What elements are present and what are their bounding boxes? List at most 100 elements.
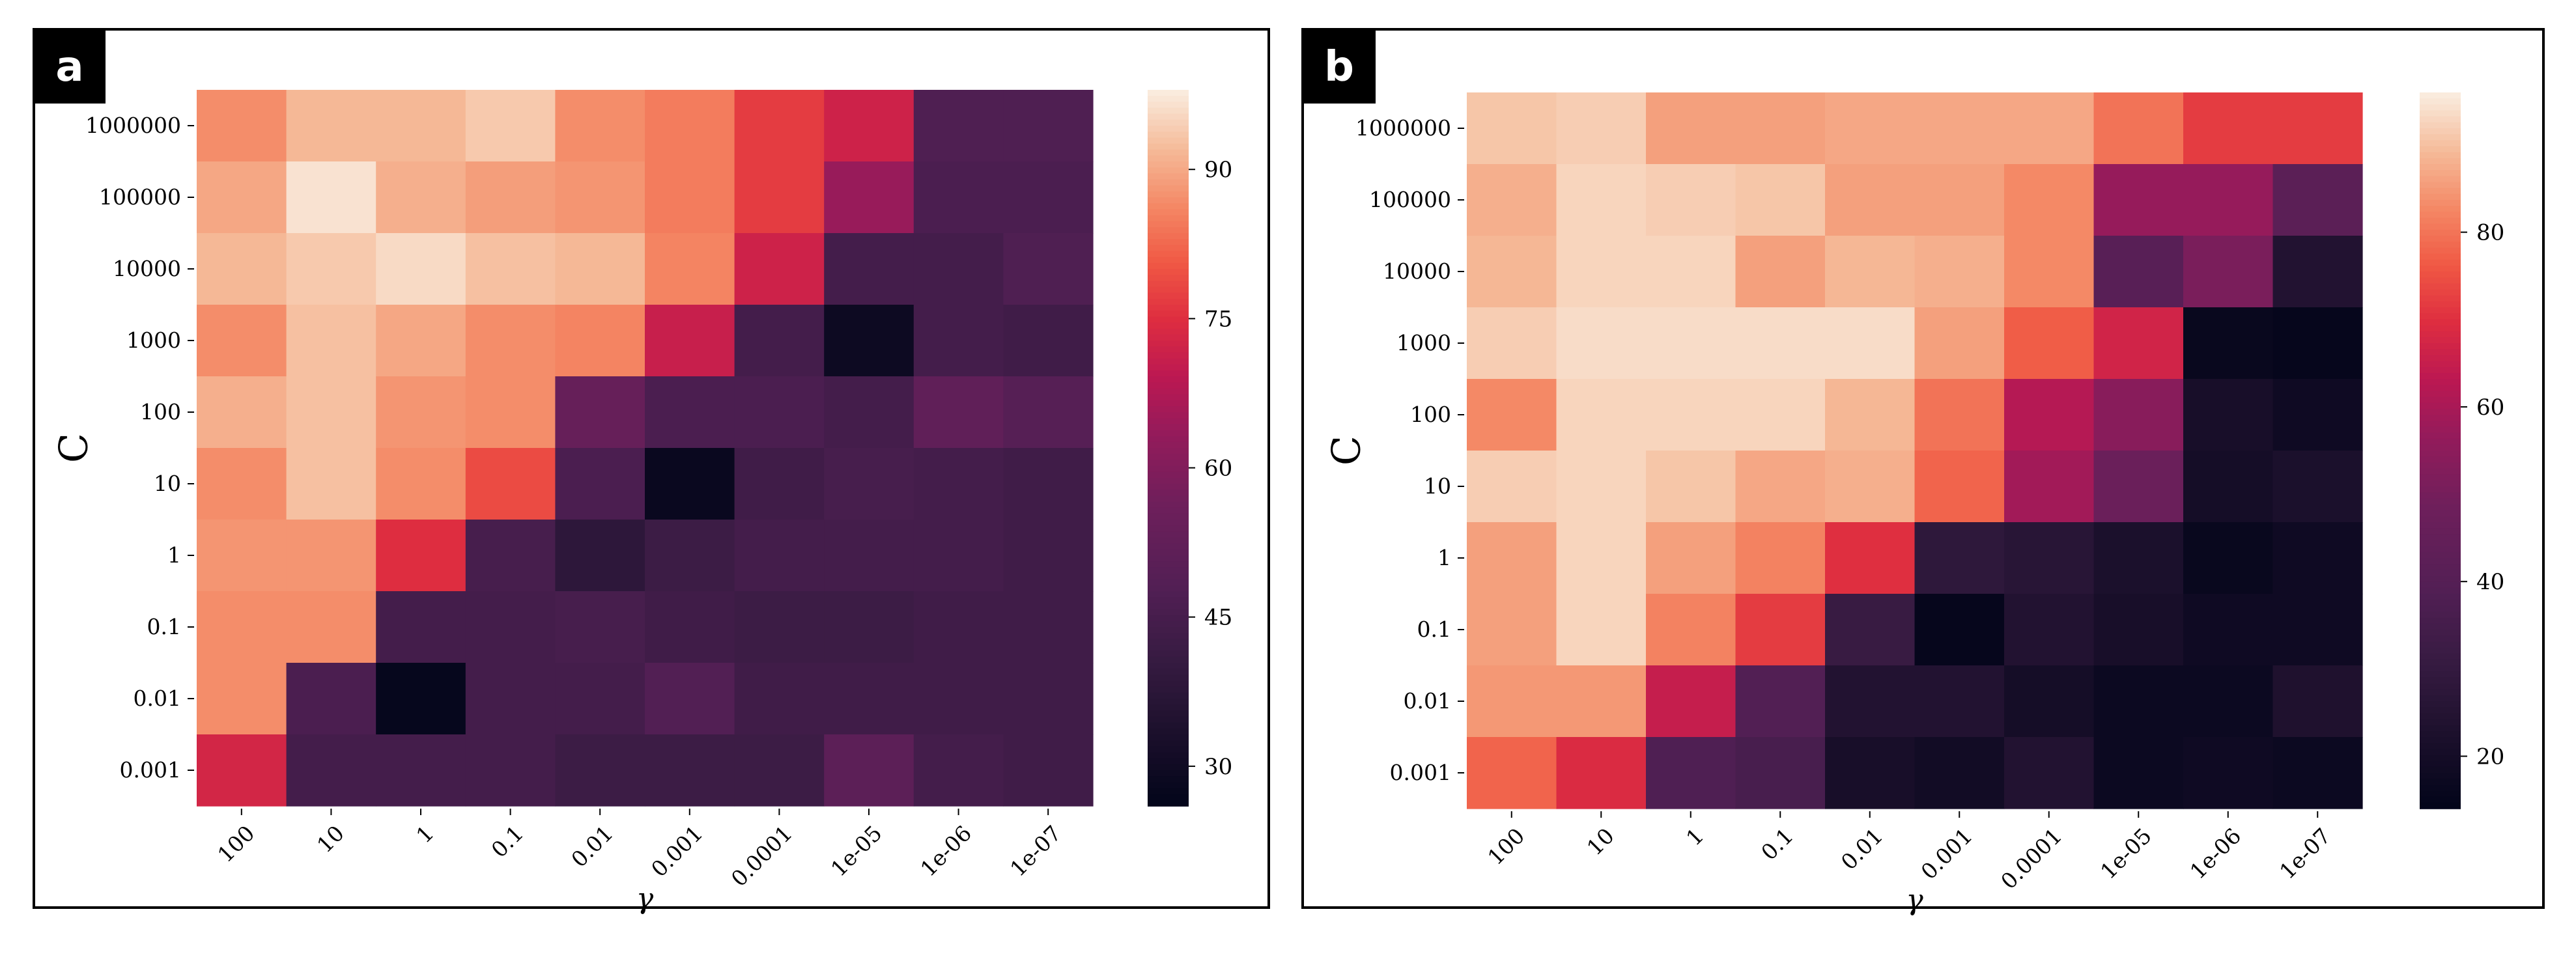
panel-a-ytick-8: 0.01 bbox=[134, 686, 181, 711]
panel-b-colorbar-tick-1: 40 bbox=[2476, 569, 2504, 595]
panel-a-colorbar-strip bbox=[1148, 704, 1189, 712]
panel-a-colorbar-strip bbox=[1148, 710, 1189, 717]
panel-b-colorbar-strip bbox=[2420, 343, 2461, 350]
panel-b-colorbar-strip bbox=[2420, 397, 2461, 404]
panel-b-colorbar-strip bbox=[2420, 659, 2461, 666]
panel-a-ytick-5: 10 bbox=[154, 471, 181, 496]
panel-a-colorbar-strip bbox=[1148, 639, 1189, 646]
panel-a-cell-r3-c9 bbox=[1003, 305, 1094, 377]
panel-b-ytick-2: 10000 bbox=[1383, 258, 1451, 284]
panel-a-label: a bbox=[55, 43, 83, 91]
panel-b-cell-r4-c8 bbox=[2183, 379, 2274, 451]
panel-b-cell-r6-c3 bbox=[1735, 522, 1826, 594]
panel-a-colorbar-strip bbox=[1148, 716, 1189, 723]
panel-a-cell-r8-c8 bbox=[913, 663, 1004, 735]
panel-a-colorbar-strip bbox=[1148, 609, 1189, 616]
panel-b-cell-r3-c2 bbox=[1646, 307, 1736, 380]
panel-a-colorbar-strip bbox=[1148, 525, 1189, 533]
panel-b-colorbar-strip bbox=[2420, 242, 2461, 249]
panel-b-ytick-0: 1000000 bbox=[1355, 115, 1451, 141]
panel-b-colorbar-strip bbox=[2420, 576, 2461, 583]
panel-b-cell-r2-c3 bbox=[1735, 236, 1826, 308]
panel-b-colorbar-strip bbox=[2420, 408, 2461, 415]
panel-b-cell-r5-c2 bbox=[1646, 451, 1736, 523]
panel-a-colorbar-strip bbox=[1148, 412, 1189, 419]
panel-b-cell-r9-c8 bbox=[2183, 737, 2274, 809]
panel-b-cell-r3-c4 bbox=[1825, 307, 1916, 380]
panel-a-cell-r2-c9 bbox=[1003, 233, 1094, 305]
panel-b-cell-r2-c5 bbox=[1914, 236, 2005, 308]
panel-a-colorbar-strip bbox=[1148, 286, 1189, 294]
panel-a-colorbar-strip bbox=[1148, 680, 1189, 688]
panel-a-colorbar-strip bbox=[1148, 669, 1189, 676]
panel-b-label: b bbox=[1324, 43, 1354, 91]
panel-a-colorbar-strip bbox=[1148, 346, 1189, 354]
panel-b-cell-r5-c9 bbox=[2272, 451, 2363, 523]
panel-b-cell-r8-c5 bbox=[1914, 665, 2005, 738]
panel-b-colorbar-strip bbox=[2420, 289, 2461, 296]
panel-a-cell-r0-c8 bbox=[913, 90, 1004, 162]
panel-a-cell-r1-c2 bbox=[376, 161, 466, 234]
panel-b-cell-r1-c4 bbox=[1825, 164, 1916, 236]
panel-a-cell-r7-c3 bbox=[465, 591, 556, 663]
panel-b-xtick-4: 0.01 bbox=[1836, 823, 1888, 875]
panel-a-ylabel: C bbox=[51, 433, 97, 463]
panel-a-colorbar-strip bbox=[1148, 364, 1189, 371]
panel-b-colorbar-strip bbox=[2420, 122, 2461, 129]
panel-a-colorbar-strip bbox=[1148, 585, 1189, 592]
panel-b-cell-r6-c6 bbox=[2004, 522, 2095, 594]
panel-a-colorbar-strip bbox=[1148, 490, 1189, 497]
panel-a-colorbar-tick-0: 30 bbox=[1204, 754, 1232, 780]
panel-a-cell-r0-c9 bbox=[1003, 90, 1094, 162]
panel-a-cell-r3-c3 bbox=[465, 305, 556, 377]
panel-b-colorbar-strip bbox=[2420, 385, 2461, 392]
panel-b-colorbar-strip bbox=[2420, 283, 2461, 290]
panel-a-ytick-2: 10000 bbox=[113, 256, 181, 281]
panel-b-colorbar-strip bbox=[2420, 630, 2461, 636]
panel-b-border bbox=[1301, 28, 2545, 909]
panel-a-colorbar-strip bbox=[1148, 137, 1189, 145]
panel-b-cell-r1-c8 bbox=[2183, 164, 2274, 236]
panel-a-colorbar-strip bbox=[1148, 358, 1189, 365]
panel-a-colorbar-strip bbox=[1148, 466, 1189, 473]
panel-b-colorbar-strip bbox=[2420, 635, 2461, 643]
panel-b-colorbar-strip bbox=[2420, 152, 2461, 159]
panel-b-ytick-7: 0.1 bbox=[1417, 617, 1451, 642]
panel-a-colorbar-strip bbox=[1148, 436, 1189, 443]
panel-b-cell-r7-c5 bbox=[1914, 594, 2005, 666]
panel-a-cell-r5-c6 bbox=[734, 448, 825, 520]
panel-a-colorbar-tick-4: 90 bbox=[1204, 157, 1232, 183]
panel-b-colorbar-strip bbox=[2420, 140, 2461, 147]
panel-b-colorbar-strip bbox=[2420, 695, 2461, 702]
panel-a-cell-r2-c1 bbox=[286, 233, 376, 305]
panel-a-colorbar-strip bbox=[1148, 352, 1189, 359]
panel-b-cell-r5-c7 bbox=[2093, 451, 2184, 523]
panel-b-cell-r0-c8 bbox=[2183, 92, 2274, 165]
panel-a-colorbar-strip bbox=[1148, 113, 1189, 120]
panel-a-colorbar-strip bbox=[1148, 269, 1189, 275]
panel-b-xlabel: γ bbox=[1906, 884, 1923, 917]
panel-b-colorbar-strip bbox=[2420, 313, 2461, 320]
panel-b-colorbar-strip bbox=[2420, 188, 2461, 195]
panel-a-colorbar-strip bbox=[1148, 675, 1189, 682]
panel-a-colorbar-strip bbox=[1148, 573, 1189, 580]
panel-a-colorbar-strip bbox=[1148, 430, 1189, 437]
panel-b-ytick-8: 0.01 bbox=[1404, 688, 1451, 714]
panel-b-cell-r5-c0 bbox=[1467, 451, 1557, 523]
panel-a-cell-r1-c6 bbox=[734, 161, 825, 234]
panel-b-cell-r1-c1 bbox=[1556, 164, 1647, 236]
panel-a-xtick-6: 0.0001 bbox=[726, 820, 797, 891]
panel-a-cell-r7-c0 bbox=[197, 591, 287, 663]
panel-b-colorbar-strip bbox=[2420, 432, 2461, 439]
panel-a-cell-r1-c8 bbox=[913, 161, 1004, 234]
panel-a-colorbar-strip bbox=[1148, 663, 1189, 669]
panel-a-colorbar-strip bbox=[1148, 400, 1189, 407]
panel-a-cell-r9-c4 bbox=[555, 734, 645, 807]
panel-b-cell-r0-c6 bbox=[2004, 92, 2095, 165]
panel-a-colorbar-strip bbox=[1148, 167, 1189, 174]
panel-a-cell-r8-c2 bbox=[376, 663, 466, 735]
panel-b-cell-r8-c7 bbox=[2093, 665, 2184, 738]
panel-b-xtick-3: 0.1 bbox=[1756, 823, 1798, 865]
panel-b-cell-r1-c3 bbox=[1735, 164, 1826, 236]
panel-b-colorbar-strip bbox=[2420, 170, 2461, 177]
